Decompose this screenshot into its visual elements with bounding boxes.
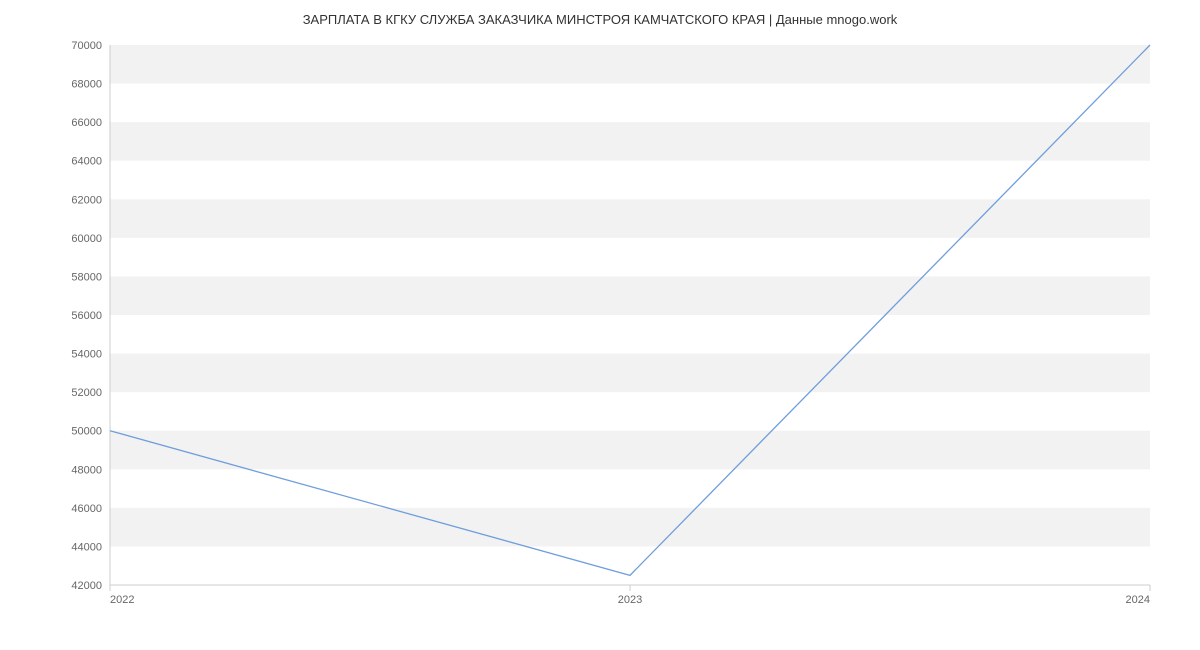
y-tick-label: 48000 bbox=[71, 464, 102, 476]
y-tick-label: 54000 bbox=[71, 349, 102, 361]
y-tick-label: 68000 bbox=[71, 79, 102, 91]
y-tick-label: 60000 bbox=[71, 233, 102, 245]
grid-band bbox=[110, 45, 1150, 84]
x-tick-label: 2023 bbox=[618, 594, 642, 606]
grid-band bbox=[110, 354, 1150, 393]
grid-band bbox=[110, 122, 1150, 161]
y-tick-label: 66000 bbox=[71, 117, 102, 129]
y-tick-label: 42000 bbox=[71, 580, 102, 592]
x-tick-label: 2022 bbox=[110, 594, 134, 606]
grid-band bbox=[110, 431, 1150, 470]
y-tick-label: 52000 bbox=[71, 387, 102, 399]
grid-band bbox=[110, 508, 1150, 547]
y-tick-label: 50000 bbox=[71, 426, 102, 438]
chart-title: ЗАРПЛАТА В КГКУ СЛУЖБА ЗАКАЗЧИКА МИНСТРО… bbox=[0, 0, 1200, 27]
y-tick-label: 46000 bbox=[71, 503, 102, 515]
y-tick-label: 44000 bbox=[71, 541, 102, 553]
y-tick-label: 70000 bbox=[71, 40, 102, 52]
chart-area: 42000 44000 46000 48000 50000 52000 54000 56000… bbox=[55, 40, 1155, 600]
x-tick-label: 2024 bbox=[1126, 594, 1150, 606]
y-tick-label: 64000 bbox=[71, 156, 102, 168]
grid-band bbox=[110, 276, 1150, 315]
y-tick-label: 62000 bbox=[71, 194, 102, 206]
y-tick-label: 56000 bbox=[71, 310, 102, 322]
y-tick-label: 58000 bbox=[71, 271, 102, 283]
grid-band bbox=[110, 199, 1150, 238]
